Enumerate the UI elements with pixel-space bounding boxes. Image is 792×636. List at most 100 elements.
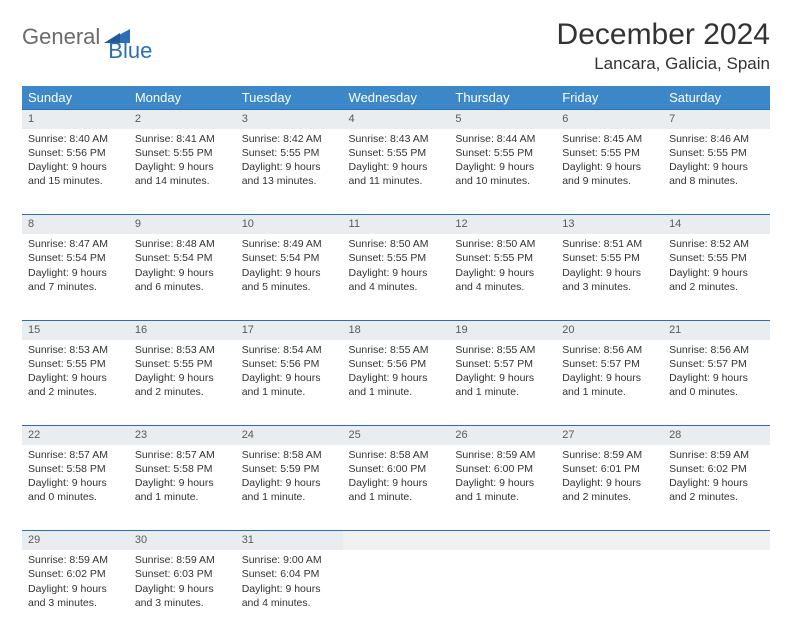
day-number-cell: 11 — [343, 215, 450, 234]
daylight-line-2: and 2 minutes. — [28, 385, 123, 399]
sunset-line: Sunset: 5:55 PM — [135, 357, 230, 371]
day-content-cell: Sunrise: 8:58 AMSunset: 6:00 PMDaylight:… — [343, 445, 450, 531]
day-content-cell: Sunrise: 8:45 AMSunset: 5:55 PMDaylight:… — [556, 129, 663, 215]
day-content-row: Sunrise: 8:57 AMSunset: 5:58 PMDaylight:… — [22, 445, 770, 531]
day-content-cell: Sunrise: 8:42 AMSunset: 5:55 PMDaylight:… — [236, 129, 343, 215]
daylight-line-1: Daylight: 9 hours — [562, 160, 657, 174]
day-number-cell — [343, 531, 450, 550]
day-number-cell — [449, 531, 556, 550]
day-number-cell: 30 — [129, 531, 236, 550]
daylight-line-2: and 10 minutes. — [455, 174, 550, 188]
day-content-cell: Sunrise: 8:49 AMSunset: 5:54 PMDaylight:… — [236, 234, 343, 320]
day-content-cell: Sunrise: 8:47 AMSunset: 5:54 PMDaylight:… — [22, 234, 129, 320]
sunrise-line: Sunrise: 8:40 AM — [28, 132, 123, 146]
daylight-line-2: and 13 minutes. — [242, 174, 337, 188]
daylight-line-1: Daylight: 9 hours — [28, 266, 123, 280]
daylight-line-1: Daylight: 9 hours — [349, 160, 444, 174]
sunset-line: Sunset: 5:54 PM — [135, 251, 230, 265]
sunset-line: Sunset: 5:55 PM — [135, 146, 230, 160]
day-content-cell — [449, 550, 556, 636]
sunset-line: Sunset: 5:54 PM — [28, 251, 123, 265]
day-number-cell: 1 — [22, 110, 129, 129]
day-content-cell: Sunrise: 8:50 AMSunset: 5:55 PMDaylight:… — [449, 234, 556, 320]
day-number-cell: 27 — [556, 426, 663, 445]
day-number-cell: 14 — [663, 215, 770, 234]
sunrise-line: Sunrise: 8:48 AM — [135, 237, 230, 251]
day-content-cell: Sunrise: 8:44 AMSunset: 5:55 PMDaylight:… — [449, 129, 556, 215]
sunrise-line: Sunrise: 8:50 AM — [349, 237, 444, 251]
day-content-cell: Sunrise: 8:51 AMSunset: 5:55 PMDaylight:… — [556, 234, 663, 320]
daylight-line-1: Daylight: 9 hours — [562, 266, 657, 280]
daylight-line-2: and 2 minutes. — [135, 385, 230, 399]
header: General Blue December 2024 Lancara, Gali… — [22, 18, 770, 74]
day-number-cell: 28 — [663, 426, 770, 445]
day-content-cell: Sunrise: 8:48 AMSunset: 5:54 PMDaylight:… — [129, 234, 236, 320]
daylight-line-1: Daylight: 9 hours — [135, 476, 230, 490]
sunrise-line: Sunrise: 8:54 AM — [242, 343, 337, 357]
day-content-cell: Sunrise: 8:57 AMSunset: 5:58 PMDaylight:… — [129, 445, 236, 531]
day-number-cell: 13 — [556, 215, 663, 234]
day-content-cell: Sunrise: 8:54 AMSunset: 5:56 PMDaylight:… — [236, 340, 343, 426]
daylight-line-2: and 3 minutes. — [28, 596, 123, 610]
daylight-line-1: Daylight: 9 hours — [135, 266, 230, 280]
sunrise-line: Sunrise: 8:52 AM — [669, 237, 764, 251]
daylight-line-1: Daylight: 9 hours — [455, 160, 550, 174]
daylight-line-1: Daylight: 9 hours — [242, 582, 337, 596]
day-header: Friday — [556, 86, 663, 110]
daylight-line-2: and 2 minutes. — [669, 490, 764, 504]
day-content-cell: Sunrise: 8:46 AMSunset: 5:55 PMDaylight:… — [663, 129, 770, 215]
day-header: Saturday — [663, 86, 770, 110]
daylight-line-1: Daylight: 9 hours — [135, 160, 230, 174]
day-content-cell: Sunrise: 8:58 AMSunset: 5:59 PMDaylight:… — [236, 445, 343, 531]
month-title: December 2024 — [557, 18, 770, 52]
sunset-line: Sunset: 5:55 PM — [669, 146, 764, 160]
daylight-line-1: Daylight: 9 hours — [242, 371, 337, 385]
day-header: Wednesday — [343, 86, 450, 110]
daylight-line-2: and 11 minutes. — [349, 174, 444, 188]
day-content-cell — [556, 550, 663, 636]
daylight-line-1: Daylight: 9 hours — [455, 266, 550, 280]
day-number-cell: 12 — [449, 215, 556, 234]
day-number-cell: 8 — [22, 215, 129, 234]
day-content-cell: Sunrise: 8:43 AMSunset: 5:55 PMDaylight:… — [343, 129, 450, 215]
day-number-cell — [663, 531, 770, 550]
daylight-line-2: and 6 minutes. — [135, 280, 230, 294]
sunset-line: Sunset: 5:58 PM — [28, 462, 123, 476]
day-number-cell: 21 — [663, 320, 770, 339]
daylight-line-2: and 3 minutes. — [562, 280, 657, 294]
day-number-row: 891011121314 — [22, 215, 770, 234]
sunset-line: Sunset: 5:55 PM — [562, 146, 657, 160]
daylight-line-1: Daylight: 9 hours — [28, 160, 123, 174]
sunrise-line: Sunrise: 8:44 AM — [455, 132, 550, 146]
day-number-cell: 2 — [129, 110, 236, 129]
daylight-line-1: Daylight: 9 hours — [455, 371, 550, 385]
day-content-cell: Sunrise: 8:40 AMSunset: 5:56 PMDaylight:… — [22, 129, 129, 215]
daylight-line-1: Daylight: 9 hours — [135, 371, 230, 385]
sunrise-line: Sunrise: 8:53 AM — [135, 343, 230, 357]
sunrise-line: Sunrise: 8:59 AM — [455, 448, 550, 462]
day-number-cell: 20 — [556, 320, 663, 339]
sunset-line: Sunset: 5:55 PM — [669, 251, 764, 265]
sunset-line: Sunset: 5:55 PM — [242, 146, 337, 160]
sunset-line: Sunset: 5:55 PM — [349, 146, 444, 160]
day-number-cell: 23 — [129, 426, 236, 445]
sunset-line: Sunset: 6:04 PM — [242, 567, 337, 581]
daylight-line-1: Daylight: 9 hours — [28, 476, 123, 490]
sunrise-line: Sunrise: 8:57 AM — [135, 448, 230, 462]
daylight-line-1: Daylight: 9 hours — [242, 160, 337, 174]
calendar-table: Sunday Monday Tuesday Wednesday Thursday… — [22, 86, 770, 636]
daylight-line-2: and 4 minutes. — [455, 280, 550, 294]
day-number-cell: 17 — [236, 320, 343, 339]
sunset-line: Sunset: 5:57 PM — [562, 357, 657, 371]
day-number-row: 293031 — [22, 531, 770, 550]
daylight-line-2: and 5 minutes. — [242, 280, 337, 294]
daylight-line-1: Daylight: 9 hours — [28, 371, 123, 385]
sunset-line: Sunset: 5:58 PM — [135, 462, 230, 476]
sunrise-line: Sunrise: 8:42 AM — [242, 132, 337, 146]
sunrise-line: Sunrise: 8:49 AM — [242, 237, 337, 251]
day-number-row: 15161718192021 — [22, 320, 770, 339]
sunrise-line: Sunrise: 8:58 AM — [349, 448, 444, 462]
sunrise-line: Sunrise: 8:59 AM — [562, 448, 657, 462]
daylight-line-2: and 15 minutes. — [28, 174, 123, 188]
sunrise-line: Sunrise: 8:59 AM — [135, 553, 230, 567]
